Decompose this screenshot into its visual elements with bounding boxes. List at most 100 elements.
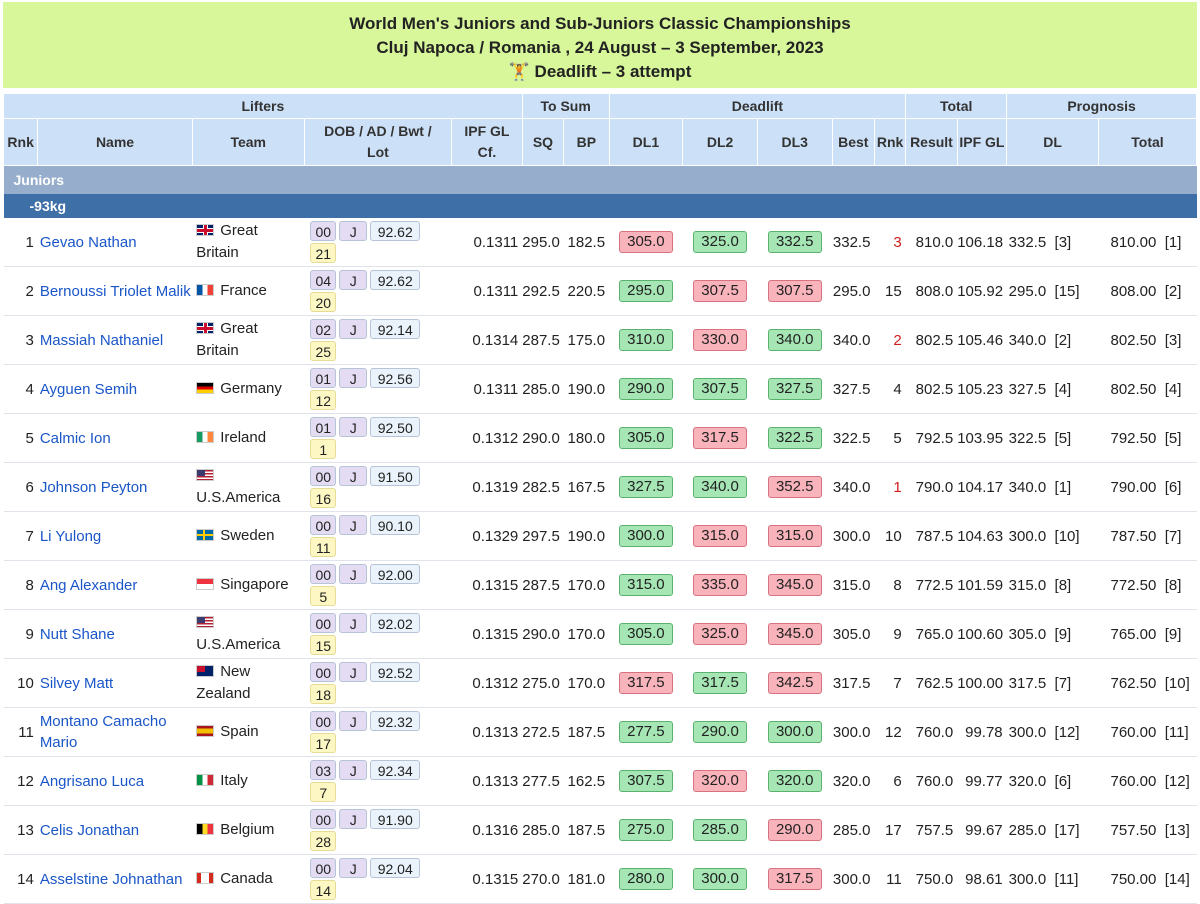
col-best[interactable]: Best [831, 118, 875, 166]
deadlift-rank: 11 [874, 854, 906, 904]
ipf-gl-points: 98.61 [957, 854, 1007, 904]
squat: 292.5 [522, 266, 564, 316]
dob-badge: 00 [310, 613, 337, 633]
table-row: 14 Asselstine Johnathan Canada 00 J 92.04 14 0.… [3, 854, 1197, 904]
deadlift-rank: 6 [874, 756, 906, 806]
lifter-name-link[interactable]: Bernoussi Triolet Malik [37, 266, 193, 316]
prognosis-total-rank: [3] [1164, 331, 1182, 349]
prognosis-total-value: 792.50 [1110, 429, 1157, 447]
prognosis-total: 772.50 [8] [1098, 560, 1197, 610]
col-team[interactable]: Team [191, 118, 305, 166]
prognosis-total-value: 750.00 [1110, 870, 1157, 888]
col-prognosis-dl[interactable]: DL [1006, 118, 1099, 166]
squat: 272.5 [522, 707, 564, 757]
lifter-name-link[interactable]: Montano Camacho Mario [37, 707, 193, 757]
lifter-name-link[interactable]: Massiah Nathaniel [37, 315, 193, 365]
total-result: 802.5 [905, 364, 958, 414]
lifter-name-link[interactable]: Ayguen Semih [37, 364, 193, 414]
age-division-badge: J [339, 613, 368, 633]
lifter-info: 02 J 92.14 25 [304, 315, 452, 365]
col-result[interactable]: Result [905, 118, 958, 166]
col-dl-rank[interactable]: Rnk [873, 118, 907, 166]
prognosis-dl-value: 340.0 [1008, 331, 1047, 349]
prognosis-dl-rank: [3] [1054, 233, 1072, 251]
col-prognosis-total[interactable]: Total [1097, 118, 1198, 166]
prognosis-dl-value: 305.0 [1008, 625, 1047, 643]
table-row: 3 Massiah Nathaniel Great Britain 02 J 92.14 2… [3, 315, 1197, 365]
lifter-name-link[interactable]: Li Yulong [37, 511, 193, 561]
lifter-name-link[interactable]: Nutt Shane [37, 609, 193, 659]
ie-flag-icon [196, 431, 215, 443]
lot-badge: 11 [310, 537, 337, 557]
lot-badge: 17 [310, 733, 337, 753]
dl1-attempt: 305.0 [618, 623, 673, 645]
lifter-name-link[interactable]: Silvey Matt [37, 658, 193, 708]
bodyweight-badge: 92.62 [370, 270, 421, 290]
col-info[interactable]: DOB / AD / Bwt / Lot [303, 118, 453, 166]
bench: 167.5 [563, 462, 610, 512]
prognosis-total-value: 802.50 [1110, 380, 1157, 398]
col-ipf-gl[interactable]: IPF GL [956, 118, 1008, 166]
ipf-coef: 0.1314 [451, 315, 523, 365]
bench: 162.5 [563, 756, 610, 806]
rank: 5 [3, 413, 38, 463]
dl1-attempt: 290.0 [618, 378, 673, 400]
bench: 170.0 [563, 560, 610, 610]
team: U.S.America [192, 462, 305, 512]
prognosis-dl-value: 300.0 [1008, 527, 1047, 545]
lifter-name-link[interactable]: Johnson Peyton [37, 462, 193, 512]
team: Belgium [192, 805, 305, 855]
col-name[interactable]: Name [37, 118, 193, 166]
lifter-name-link[interactable]: Asselstine Johnathan [37, 854, 193, 904]
total-result: 772.5 [905, 560, 958, 610]
lifter-name-link[interactable]: Ang Alexander [37, 560, 193, 610]
rank: 7 [3, 511, 38, 561]
col-dl1[interactable]: DL1 [608, 118, 684, 166]
prognosis-dl: 340.0 [2] [1006, 315, 1099, 365]
col-bench[interactable]: BP [563, 118, 610, 166]
prognosis-dl-value: 320.0 [1008, 772, 1047, 790]
age-division-badge: J [339, 515, 368, 535]
prognosis-dl-rank: [17] [1054, 821, 1080, 839]
col-ipf-coef[interactable]: IPF GL Cf. [451, 118, 523, 166]
lifter-name-link[interactable]: Angrisano Luca [37, 756, 193, 806]
dl1-attempt: 307.5 [618, 770, 673, 792]
lifter-name-link[interactable]: Celis Jonathan [37, 805, 193, 855]
lot-badge: 7 [310, 782, 337, 802]
prognosis-total: 750.00 [14] [1098, 854, 1197, 904]
group-row: Juniors [3, 165, 1197, 194]
competition-venue-dates: Cluj Napoca / Romania , 24 August – 3 Se… [376, 38, 824, 57]
squat: 277.5 [522, 756, 564, 806]
age-division-badge: J [339, 466, 368, 486]
prognosis-dl: 340.0 [1] [1006, 462, 1099, 512]
dl2-attempt: 330.0 [693, 329, 748, 351]
prognosis-dl-rank: [5] [1054, 429, 1072, 447]
prognosis-dl-value: 332.5 [1008, 233, 1047, 251]
lifter-info: 00 J 91.90 28 [304, 805, 452, 855]
lifter-name-link[interactable]: Calmic Ion [37, 413, 193, 463]
table-row: 4 Ayguen Semih Germany 01 J 92.56 12 0.1311 285.… [3, 364, 1197, 414]
best-deadlift: 322.5 [832, 413, 875, 463]
col-dl3[interactable]: DL3 [756, 118, 833, 166]
col-rank[interactable]: Rnk [2, 118, 39, 166]
team-name: Italy [220, 772, 248, 789]
lifter-name-link[interactable]: Gevao Nathan [37, 218, 193, 267]
results-table: Lifters To Sum Deadlift Total Prognosis … [2, 93, 1198, 904]
col-squat[interactable]: SQ [521, 118, 565, 166]
bodyweight-badge: 91.90 [370, 809, 421, 829]
dl3-attempt: 290.0 [767, 819, 822, 841]
prognosis-total-rank: [9] [1164, 625, 1182, 643]
group-prognosis-header: Prognosis [1006, 93, 1197, 119]
current-attempt-label: Deadlift – 3 attempt [534, 62, 692, 81]
prognosis-total-value: 772.50 [1110, 576, 1157, 594]
prognosis-dl-value: 315.0 [1008, 576, 1047, 594]
total-result: 750.0 [905, 854, 958, 904]
nz-flag-icon [196, 665, 215, 677]
prognosis-dl-rank: [11] [1054, 870, 1079, 888]
col-dl2[interactable]: DL2 [682, 118, 758, 166]
table-row: 8 Ang Alexander Singapore 00 J 92.00 5 0.1315 28… [3, 560, 1197, 610]
prognosis-total-value: 808.00 [1110, 282, 1157, 300]
prognosis-dl: 295.0 [15] [1006, 266, 1099, 316]
bench: 181.0 [563, 854, 610, 904]
ipf-gl-points: 105.46 [957, 315, 1007, 365]
